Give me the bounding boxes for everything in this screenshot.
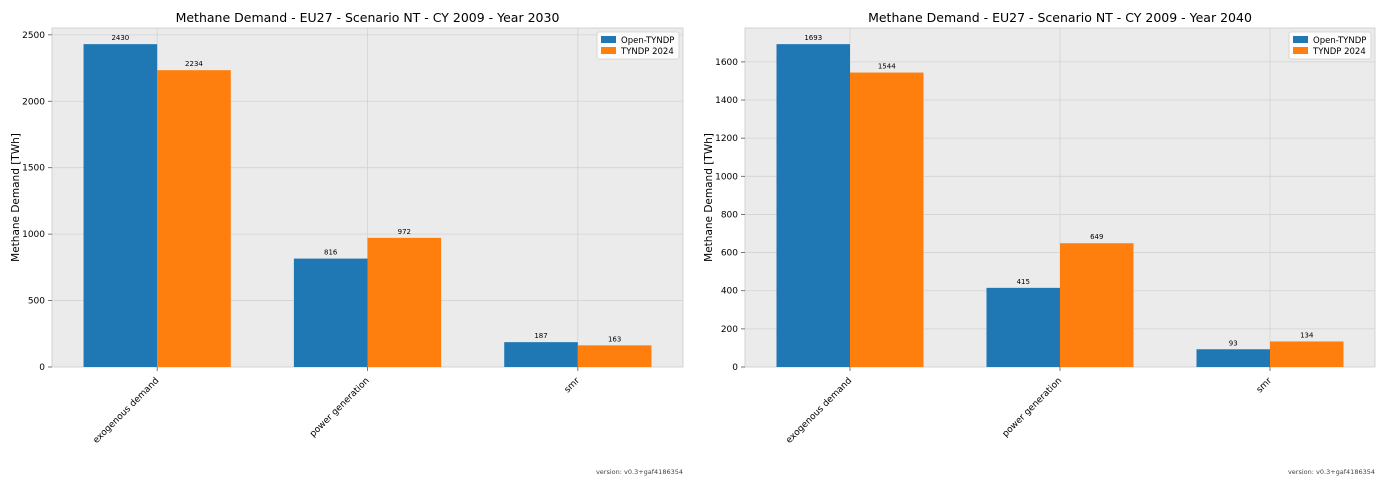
- y-tick-label: 1600: [715, 58, 738, 68]
- bar-tyndp-2024: [850, 72, 924, 367]
- y-tick-label: 400: [721, 287, 738, 297]
- bar-open-tyndp: [83, 44, 158, 368]
- y-tick-label: 200: [721, 325, 738, 335]
- bar-open-tyndp: [1196, 349, 1270, 367]
- data-label: 134: [1300, 331, 1314, 339]
- bar-tyndp-2024: [1270, 341, 1344, 367]
- data-label: 2234: [185, 60, 203, 68]
- y-tick-label: 2500: [22, 31, 45, 41]
- data-label: 2430: [111, 34, 129, 42]
- data-label: 187: [534, 332, 547, 340]
- bar-tyndp-2024: [1060, 243, 1134, 367]
- bar-open-tyndp: [504, 342, 578, 367]
- y-tick-label: 2000: [22, 97, 45, 107]
- data-label: 816: [324, 249, 338, 257]
- legend-label: Open-TYNDP: [621, 36, 674, 46]
- data-label: 649: [1090, 233, 1103, 241]
- legend-label: TYNDP 2024: [1312, 47, 1366, 57]
- bar-tyndp-2024: [577, 345, 652, 367]
- x-tick-label: power generation: [1001, 376, 1064, 439]
- y-tick-label: 1000: [22, 230, 45, 240]
- y-tick-label: 1400: [715, 96, 738, 106]
- y-axis-label: Methane Demand [TWh]: [703, 133, 715, 262]
- y-tick-label: 1200: [715, 134, 738, 144]
- legend-swatch: [1293, 36, 1308, 43]
- data-label: 972: [398, 228, 411, 236]
- y-tick-label: 1500: [22, 164, 45, 174]
- y-tick-label: 500: [28, 297, 45, 307]
- legend-swatch: [1293, 47, 1308, 54]
- data-label: 415: [1017, 278, 1030, 286]
- x-tick-label: power generation: [308, 376, 371, 439]
- x-tick-label: exogenous demand: [784, 376, 854, 446]
- chart-2: 0 200 400 600 800 1000 1200 1400 1600 1693 1544 exo…: [703, 10, 1376, 476]
- data-label: 93: [1229, 339, 1238, 347]
- legend-swatch: [601, 47, 616, 54]
- legend-box: [596, 31, 680, 60]
- data-label: 1693: [804, 34, 822, 42]
- y-tick-label: 600: [721, 249, 738, 259]
- legend-label: Open-TYNDP: [1313, 36, 1366, 46]
- y-tick-label: 1000: [715, 172, 738, 182]
- version-note: version: v0.3+gaf4186354: [1288, 468, 1375, 476]
- bar-open-tyndp: [986, 287, 1060, 367]
- chart-1: 0 500 1000 1500 2000 2500 2430 2234 exogenous de…: [10, 10, 684, 476]
- chart-title: Methane Demand - EU27 - Scenario NT - CY…: [176, 10, 560, 25]
- bar-open-tyndp: [776, 44, 850, 368]
- y-tick-label: 0: [39, 363, 45, 373]
- legend-label: TYNDP 2024: [620, 47, 674, 57]
- bar-tyndp-2024: [367, 237, 442, 367]
- legend-swatch: [601, 36, 616, 43]
- x-tick-label: exogenous demand: [92, 376, 162, 446]
- x-tick-label: smr: [563, 376, 582, 395]
- version-note: version: v0.3+gaf4186354: [596, 468, 683, 476]
- y-axis-label: Methane Demand [TWh]: [10, 133, 22, 262]
- y-tick-label: 0: [732, 363, 738, 373]
- x-tick-label: smr: [1255, 376, 1274, 395]
- bar-open-tyndp: [293, 258, 368, 367]
- legend-box: [1288, 31, 1372, 60]
- data-label: 1544: [878, 63, 896, 71]
- y-tick-label: 800: [721, 210, 738, 220]
- data-label: 163: [608, 335, 621, 343]
- chart-title: Methane Demand - EU27 - Scenario NT - CY…: [868, 10, 1252, 25]
- bar-tyndp-2024: [157, 70, 231, 367]
